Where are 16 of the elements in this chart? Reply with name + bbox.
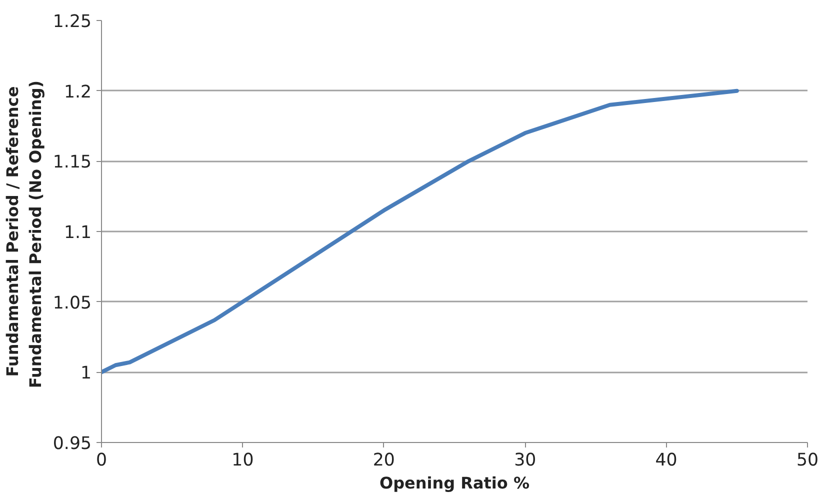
line-series: [102, 88, 739, 374]
y-axis-title: Fundamental Period / Reference Fundamental Period (No Opening): [3, 80, 45, 388]
x-tick-label: 20: [372, 450, 395, 470]
x-tick-label: 0: [96, 450, 108, 470]
x-tick-label: 10: [232, 450, 254, 470]
y-tick-label: 1.25: [52, 12, 92, 32]
x-axis-title: Opening Ratio %: [379, 474, 530, 492]
y-tick-label: 0.95: [52, 434, 92, 454]
y-tick-label: 1.1: [64, 223, 92, 243]
y-tick-label: 1.05: [52, 293, 92, 314]
x-tick-label: 30: [514, 450, 536, 470]
x-tick-label: 50: [796, 450, 819, 470]
y-tick-label: 1: [80, 364, 92, 384]
x-tick-label: 40: [655, 450, 678, 470]
y-tick-label: 1.2: [64, 82, 92, 102]
y-tick-label: 1.15: [52, 152, 92, 173]
